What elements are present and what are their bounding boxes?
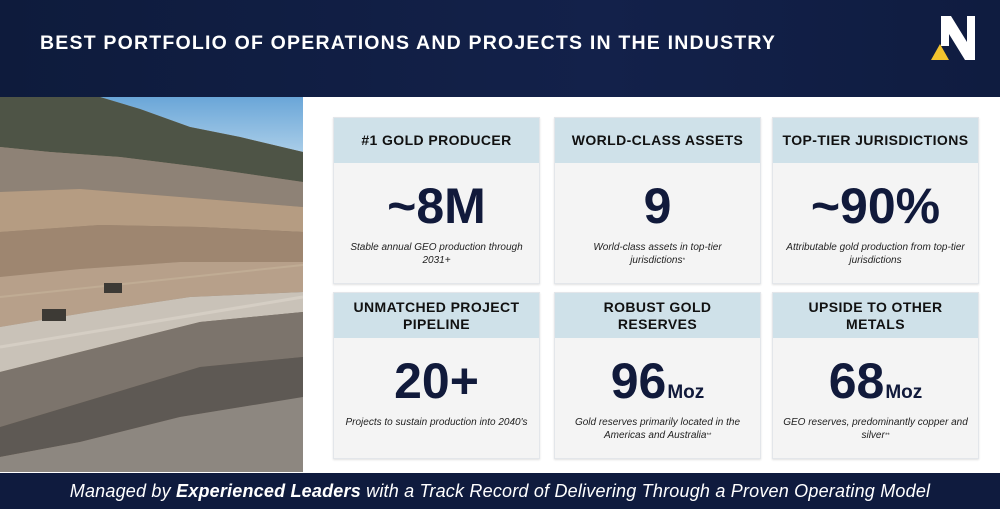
title-banner: BEST PORTFOLIO OF OPERATIONS AND PROJECT… bbox=[0, 0, 1000, 97]
stat-card-gold-reserves: ROBUST GOLD RESERVES 96Moz Gold reserves… bbox=[554, 292, 761, 459]
card-description: Attributable gold production from top-ti… bbox=[786, 242, 965, 266]
card-unit: Moz bbox=[667, 382, 705, 403]
card-value: ~8M bbox=[387, 178, 486, 234]
tagline-suffix: with a Track Record of Delivering Throug… bbox=[360, 480, 931, 501]
page-title: BEST PORTFOLIO OF OPERATIONS AND PROJECT… bbox=[40, 32, 777, 54]
stat-card-world-class-assets: WORLD-CLASS ASSETS 9 World-class assets … bbox=[554, 117, 761, 284]
card-description: Projects to sustain production into 2040… bbox=[345, 417, 528, 428]
stat-card-other-metals: UPSIDE TO OTHER METALS 68Moz GEO reserve… bbox=[772, 292, 979, 459]
card-heading: TOP-TIER JURISDICTIONS bbox=[773, 118, 978, 163]
card-unit: Moz bbox=[885, 382, 923, 403]
card-heading: UPSIDE TO OTHER METALS bbox=[773, 293, 978, 338]
stat-card-top-tier-jurisdictions: TOP-TIER JURISDICTIONS ~90% Attributable… bbox=[772, 117, 979, 284]
company-logo bbox=[931, 16, 975, 60]
card-heading: ROBUST GOLD RESERVES bbox=[555, 293, 760, 338]
card-description: Gold reserves primarily located in the A… bbox=[574, 417, 741, 441]
mine-photo bbox=[0, 97, 303, 472]
footnote-marker: ** bbox=[884, 432, 890, 439]
footnote-marker: * bbox=[682, 257, 685, 264]
card-value: 96Moz bbox=[610, 353, 705, 409]
tagline-prefix: Managed by bbox=[69, 480, 177, 501]
footnote-marker: ** bbox=[706, 432, 712, 439]
card-heading: UNMATCHED PROJECT PIPELINE bbox=[334, 293, 539, 338]
card-value: 68Moz bbox=[828, 353, 923, 409]
stat-card-gold-producer: #1 GOLD PRODUCER ~8M Stable annual GEO p… bbox=[333, 117, 540, 284]
card-description: World-class assets in top-tier jurisdict… bbox=[593, 242, 722, 266]
card-description: GEO reserves, predominantly copper and s… bbox=[783, 417, 968, 441]
footer-tagline: Managed by Experienced Leaders with a Tr… bbox=[0, 473, 1000, 509]
card-heading: WORLD-CLASS ASSETS bbox=[555, 118, 760, 163]
card-description: Stable annual GEO production through 203… bbox=[350, 242, 523, 266]
card-value: ~90% bbox=[810, 178, 941, 234]
stat-card-project-pipeline: UNMATCHED PROJECT PIPELINE 20+ Projects … bbox=[333, 292, 540, 459]
card-value: 9 bbox=[643, 178, 672, 234]
card-heading: #1 GOLD PRODUCER bbox=[334, 118, 539, 163]
tagline-emphasis: Experienced Leaders bbox=[176, 480, 361, 501]
card-value: 20+ bbox=[394, 353, 479, 409]
